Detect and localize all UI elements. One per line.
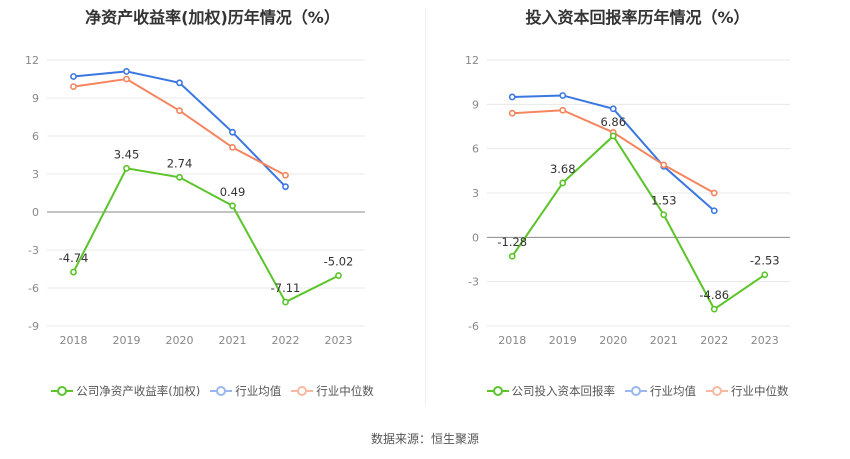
data-point [70,73,77,80]
legend-marker-icon [210,385,233,397]
x-tick-label: 2022 [272,334,300,347]
x-tick-label: 2021 [650,334,678,347]
legend-item-company[interactable]: 公司投入资本回报率 [486,383,616,399]
data-point [335,272,342,279]
legend-item-company[interactable]: 公司净资产收益率(加权) [51,383,200,399]
data-point [609,132,617,140]
y-tick-label: -3 [28,244,39,257]
data-point [176,107,183,115]
data-point [609,105,617,113]
data-label: -1.28 [497,235,527,249]
x-tick-label: 2023 [325,334,353,347]
y-tick-label: 0 [472,231,479,244]
x-tick-label: 2019 [113,334,141,347]
legend-label: 公司净资产收益率(加权) [76,384,201,398]
data-point [710,207,718,215]
data-point [660,161,668,169]
data-point [123,75,130,83]
legend-marker-icon [706,385,728,397]
data-label: -2.53 [750,254,780,268]
legend-item-avg[interactable]: 行业均值 [625,383,696,399]
x-tick-label: 2018 [498,334,526,347]
data-point [660,211,668,219]
y-tick-label: 6 [32,130,39,143]
legend-marker-icon [291,385,314,397]
legend-marker-icon [486,385,509,397]
data-label: 1.53 [651,194,677,208]
panel-divider [425,8,426,406]
x-tick-label: 2018 [60,334,88,347]
y-tick-label: 12 [25,54,39,67]
data-source-note: 数据来源：恒生聚源 [370,432,479,446]
legend-label: 行业中位数 [316,384,374,398]
x-tick-label: 2020 [166,334,194,347]
series-line [511,134,766,311]
data-point [282,298,289,306]
data-point [229,143,236,151]
legend-label: 行业均值 [235,384,282,398]
chart-title: 投入资本回报率历年情况（%） [525,8,750,27]
y-tick-label: -6 [28,282,39,295]
series-line [72,167,339,304]
legend: 公司投入资本回报率 行业均值 行业中位数 [425,381,850,401]
data-label: 0.49 [220,185,246,199]
data-point [176,173,183,181]
roe-line-chart: 12 9 6 3 0 -3 -6 -9 2018 2019 2020 2021 2022 2023 -4.7… [25,54,365,347]
y-tick-label: 3 [472,187,479,200]
data-label: 3.45 [114,147,140,161]
data-point [123,68,130,75]
legend-item-median[interactable]: 行业中位数 [706,383,789,399]
data-label: 6.86 [600,115,626,129]
legend-label: 行业中位数 [731,384,789,398]
data-point [229,128,236,136]
data-point [229,202,236,210]
chart-title: 净资产收益率(加权)历年情况（%） [85,8,340,27]
data-label: 3.68 [550,162,576,176]
data-point [559,92,567,99]
y-tick-label: 0 [32,206,39,219]
roe-chart-panel: 净资产收益率(加权)历年情况（%） 12 9 6 3 0 -3 -6 -9 2018 2019 20… [0,0,425,410]
legend-label: 公司投入资本回报率 [511,384,616,398]
data-point [508,109,516,117]
y-tick-label: 9 [472,98,479,111]
x-tick-label: 2019 [549,334,577,347]
data-point [508,252,516,260]
legend-item-avg[interactable]: 行业均值 [210,383,281,399]
y-tick-label: 12 [465,54,479,67]
legend: 公司净资产收益率(加权) 行业均值 行业中位数 [0,381,425,401]
data-point [508,93,516,101]
data-point [70,83,77,90]
roic-line-chart: 12 9 6 3 0 -3 -6 2018 2019 2020 2021 2022 2023 -1.28 3… [465,54,790,347]
data-label: -7.11 [271,281,301,295]
x-tick-label: 2023 [751,334,779,347]
y-tick-label: 6 [472,143,479,156]
data-point [761,271,769,279]
x-tick-label: 2021 [219,334,247,347]
legend-label: 行业均值 [650,384,696,398]
data-point [559,106,567,114]
legend-item-median[interactable]: 行业中位数 [291,383,374,399]
data-label: 2.74 [167,156,193,170]
x-tick-label: 2022 [700,334,728,347]
y-tick-label: -6 [468,320,479,333]
legend-marker-icon [51,385,74,397]
roic-chart-panel: 投入资本回报率历年情况（%） 12 9 6 3 0 -3 -6 2018 2019 2020 202… [425,0,850,410]
y-tick-label: 3 [32,168,39,181]
data-point [710,305,718,313]
y-tick-label: 9 [32,92,39,105]
data-point [282,171,289,179]
data-label: -4.74 [59,251,89,265]
data-point [282,183,289,191]
data-point [70,268,77,276]
y-tick-label: -9 [28,320,39,333]
data-label: -4.86 [699,288,729,302]
x-tick-label: 2020 [599,334,627,347]
data-point [123,164,130,172]
data-label: -5.02 [324,255,354,269]
y-tick-label: -3 [468,276,479,289]
data-point [176,79,183,87]
data-point [559,179,567,187]
data-point [710,189,718,197]
legend-marker-icon [625,385,647,397]
